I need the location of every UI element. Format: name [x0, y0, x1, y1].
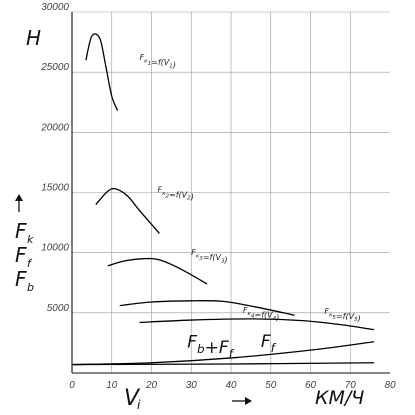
x-tick-label: 20: [145, 380, 158, 391]
y-arrow-head: [15, 194, 23, 201]
series-line-7: [71, 362, 375, 366]
series-line-5: [139, 318, 375, 331]
series-line-1: [85, 33, 119, 111]
x-unit-label: КМ/Ч: [315, 387, 364, 409]
y-symbol-label: F: [15, 219, 27, 243]
series-line-4: [119, 300, 295, 316]
x-arrow-head: [245, 397, 252, 405]
curve-annotation: Fк4=f(V4): [243, 306, 279, 322]
y-symbol-subscript: k: [27, 233, 34, 246]
curve-annotation: Fк1=f(V1): [140, 53, 176, 69]
x-tick-label: 30: [186, 380, 198, 391]
x-symbol-label: V: [124, 386, 141, 411]
series-line-6: [71, 341, 375, 366]
x-tick-label: 80: [384, 380, 396, 391]
y-tick-label: 15000: [41, 183, 69, 194]
curve-annotation: Fк2=f(V2): [157, 186, 193, 202]
y-symbol-subscript: b: [27, 281, 34, 294]
x-symbol-subscript: i: [137, 398, 141, 412]
x-tick-label: 70: [345, 380, 357, 391]
curve-annotation: Ff: [261, 332, 277, 355]
x-tick-label: 0: [69, 380, 75, 391]
y-tick-label: 10000: [41, 243, 69, 254]
y-tick-label: 5000: [47, 303, 70, 314]
x-tick-label: 60: [305, 380, 317, 391]
curve-annotation: Fк3=f(V3): [191, 248, 227, 264]
y-unit-label: H: [26, 26, 41, 50]
series-line-3: [107, 257, 208, 285]
curve-annotation: Fb+Ff: [187, 333, 234, 361]
x-tick-label: 50: [265, 380, 277, 391]
y-tick-label: 20000: [40, 122, 69, 133]
series-line-2: [95, 187, 160, 234]
x-tick-label: 40: [225, 380, 237, 391]
y-symbol-label: F: [15, 243, 27, 267]
y-tick-label: 30000: [41, 2, 69, 13]
x-tick-label: 10: [106, 380, 118, 391]
y-tick-label: 25000: [40, 62, 69, 73]
y-symbol-subscript: f: [27, 257, 33, 270]
curve-annotation: Fк5=f(V5): [324, 307, 360, 323]
y-symbol-label: F: [15, 267, 27, 291]
